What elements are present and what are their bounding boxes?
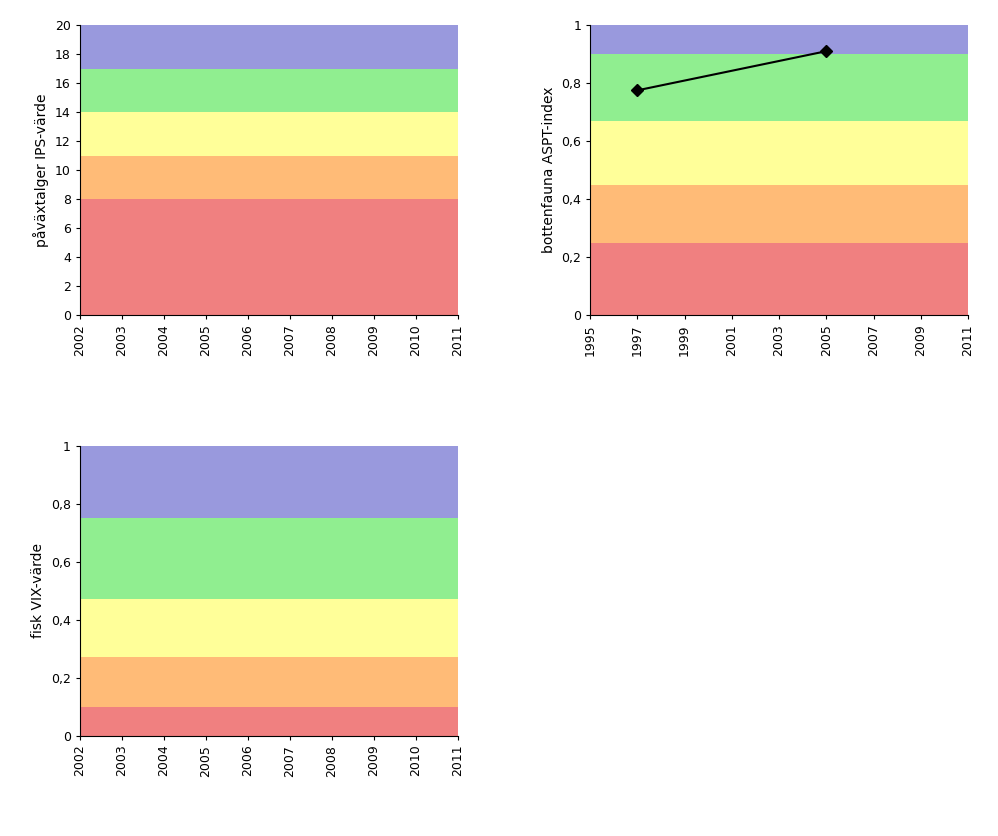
Bar xyxy=(590,242,968,315)
Bar xyxy=(80,599,458,657)
Bar xyxy=(590,185,968,242)
Bar xyxy=(80,25,458,69)
Bar xyxy=(590,120,968,185)
Bar xyxy=(80,155,458,199)
Bar xyxy=(80,112,458,155)
Bar xyxy=(80,199,458,315)
Y-axis label: fisk VIX-värde: fisk VIX-värde xyxy=(31,543,45,638)
Bar xyxy=(590,25,968,54)
Bar xyxy=(80,706,458,736)
Y-axis label: bottenfauna ASPT-index: bottenfauna ASPT-index xyxy=(542,87,556,253)
Bar xyxy=(80,446,458,518)
Y-axis label: påväxtalger IPS-värde: påväxtalger IPS-värde xyxy=(33,94,49,247)
Bar xyxy=(80,518,458,599)
Bar xyxy=(80,69,458,112)
Bar xyxy=(80,657,458,706)
Bar xyxy=(590,54,968,120)
